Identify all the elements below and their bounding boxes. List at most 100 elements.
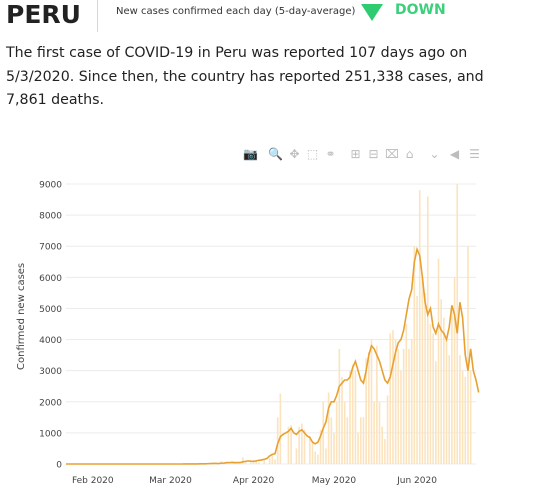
daily-bar [378, 401, 381, 464]
daily-bar [314, 451, 317, 464]
y-tick-label: 8000 [39, 212, 62, 222]
daily-bar [413, 246, 416, 464]
daily-bar [279, 393, 282, 464]
daily-bar [410, 339, 413, 464]
zoom-icon[interactable]: 🔍 [268, 147, 283, 161]
country-title: PERU [6, 0, 81, 29]
daily-bar [418, 190, 421, 464]
y-tick-label: 9000 [39, 181, 62, 191]
x-axis-ticks: Feb 2020 Mar 2020 Apr 2020 May 2020 Jun 2020 [72, 476, 437, 486]
lasso-select-icon[interactable]: ⚭ [325, 147, 336, 161]
x-tick-label: Jun 2020 [396, 476, 437, 486]
daily-bar [252, 460, 255, 464]
summary-text: The first case of COVID-19 in Peru was r… [6, 45, 484, 108]
daily-bar [381, 426, 384, 464]
x-tick-label: Feb 2020 [72, 476, 114, 486]
zoom-out-icon[interactable]: ⊟ [368, 147, 379, 161]
camera-icon[interactable]: 📷 [243, 147, 258, 161]
daily-bar [349, 370, 351, 464]
daily-bar [370, 339, 373, 464]
daily-bar [440, 299, 442, 464]
x-tick-label: Mar 2020 [149, 476, 192, 486]
daily-bar [386, 395, 389, 464]
hover-closest-icon[interactable]: ◀ [449, 147, 460, 161]
daily-bar [303, 429, 306, 464]
y-axis-label: Confirmed new cases [16, 263, 27, 370]
y-tick-label: 0 [56, 461, 62, 471]
daily-bar [338, 348, 341, 464]
daily-bar [268, 458, 271, 464]
daily-bar [311, 442, 314, 464]
daily-bar [432, 333, 434, 464]
daily-bar [443, 317, 445, 464]
daily-bar [424, 292, 426, 464]
daily-bar [276, 417, 279, 464]
daily-bar [365, 358, 367, 464]
daily-bar [333, 432, 335, 464]
y-tick-label: 3000 [39, 367, 62, 377]
y-axis-ticks: 0 1000 2000 3000 4000 5000 6000 7000 8000 9000 [39, 181, 62, 471]
spike-lines-icon[interactable]: ⌄ [429, 147, 440, 161]
down-triangle-icon [361, 4, 383, 21]
trend-status: DOWN [395, 2, 446, 18]
daily-bar [469, 370, 472, 464]
box-select-icon[interactable]: ⬚ [306, 147, 319, 161]
daily-bar [271, 453, 274, 464]
daily-bar [309, 436, 311, 464]
daily-bar [335, 401, 338, 464]
daily-bar [244, 462, 247, 464]
daily-bar [373, 401, 375, 464]
reset-axes-icon[interactable]: ⌂ [405, 147, 414, 161]
daily-bar [400, 370, 402, 464]
daily-bar [351, 364, 354, 464]
y-tick-label: 1000 [39, 429, 62, 439]
daily-bar [274, 459, 276, 464]
daily-bar [405, 324, 408, 464]
daily-bar [359, 417, 362, 464]
daily-bar [322, 401, 325, 464]
x-tick-label: May 2020 [312, 476, 357, 486]
daily-bar [445, 339, 448, 464]
daily-bar [394, 339, 397, 464]
daily-bar [357, 432, 359, 464]
daily-bar [330, 417, 333, 464]
daily-bar [459, 355, 461, 464]
daily-bar [408, 348, 410, 464]
daily-bar [392, 330, 394, 464]
daily-bar [421, 277, 424, 464]
y-tick-label: 7000 [39, 243, 62, 253]
pan-icon[interactable]: ✥ [289, 147, 300, 161]
daily-bar [461, 370, 464, 464]
daily-bar [343, 401, 346, 464]
cases-chart: 0 1000 2000 3000 4000 5000 6000 7000 8000 9000 Fe… [16, 181, 480, 486]
daily-bar [255, 459, 258, 464]
autoscale-icon[interactable]: ⌧ [385, 147, 399, 161]
daily-bars [183, 184, 472, 464]
daily-bar [287, 426, 290, 464]
daily-bar [354, 370, 357, 464]
y-tick-label: 6000 [39, 274, 62, 284]
zoom-in-icon[interactable]: ⊞ [350, 147, 361, 161]
daily-bar [448, 355, 451, 464]
daily-bar [341, 376, 343, 464]
daily-bar [429, 324, 432, 464]
daily-bar [231, 462, 233, 464]
daily-bar [384, 439, 386, 464]
daily-bar [346, 417, 349, 464]
daily-bar [416, 296, 418, 464]
y-tick-label: 2000 [39, 398, 62, 408]
daily-bar [402, 348, 405, 464]
daily-bar [317, 454, 319, 464]
trend-label: New cases confirmed each day (5-day-aver… [116, 6, 356, 17]
daily-bar [298, 426, 300, 464]
daily-bar [290, 425, 292, 464]
daily-bar [435, 361, 437, 464]
y-tick-label: 5000 [39, 305, 62, 315]
daily-bar [295, 448, 298, 464]
header-divider [97, 0, 98, 32]
daily-bar [397, 348, 400, 464]
daily-bar [368, 352, 370, 464]
daily-bar [453, 277, 456, 464]
hover-compare-icon[interactable]: ☰ [469, 147, 480, 161]
daily-bar [250, 462, 252, 464]
